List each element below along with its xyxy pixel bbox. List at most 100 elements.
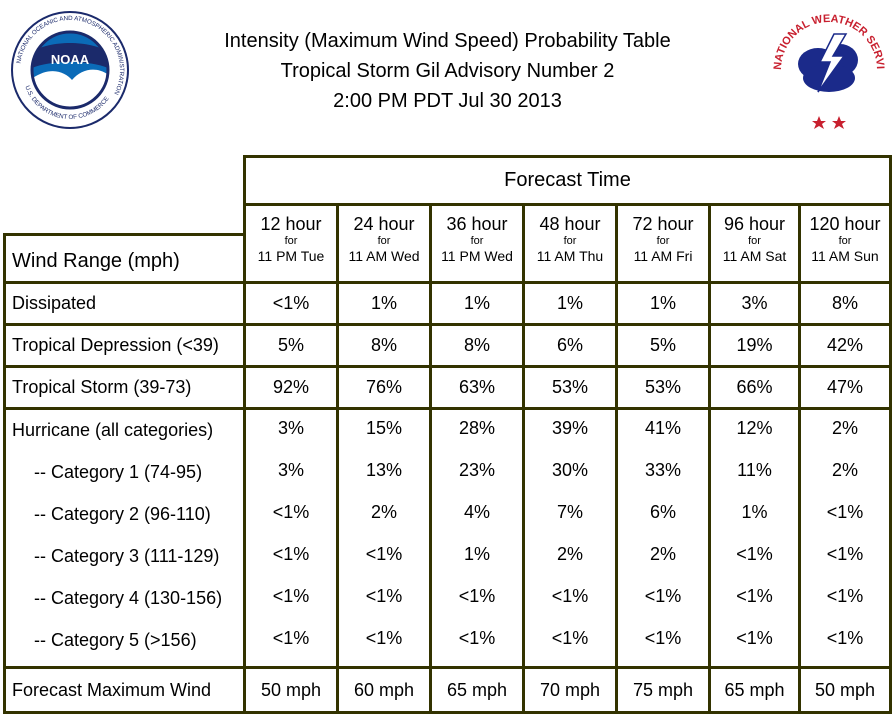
- cell-value: 8%: [463, 335, 490, 355]
- cell-value: 65 mph: [724, 679, 785, 700]
- table-cell: 8%: [798, 281, 892, 326]
- cell-value: 2%: [649, 544, 676, 564]
- row-label-text: Forecast Maximum Wind: [12, 679, 212, 700]
- column-hours: 24 hour: [353, 214, 415, 234]
- table-cell: 39% 30% 7% 2% <1% <1%: [522, 407, 618, 669]
- table-cell: 2% 2% <1% <1% <1% <1%: [798, 407, 892, 669]
- table-cell: 1%: [429, 281, 525, 326]
- column-when: 11 AM Sun: [811, 248, 879, 264]
- cell-value: 15%: [365, 418, 403, 438]
- column-hours: 96 hour: [723, 214, 786, 234]
- cell-value: <1%: [458, 628, 496, 648]
- cell-value: <1%: [551, 586, 589, 606]
- table-cell: 1%: [615, 281, 711, 326]
- table-cell: 3%: [708, 281, 801, 326]
- title-line: Intensity (Maximum Wind Speed) Probabili…: [224, 30, 671, 52]
- title-line: Tropical Storm Gil Advisory Number 2: [280, 60, 615, 82]
- cell-value: 60 mph: [353, 679, 415, 700]
- nws-logo: NATIONAL WEATHER SERVICE: [764, 0, 890, 132]
- cell-value: <1%: [365, 628, 403, 648]
- cell-value: <1%: [826, 544, 864, 564]
- cell-value: <1%: [365, 586, 403, 606]
- cell-value: 7%: [556, 502, 583, 522]
- row-label-text: -- Category 4 (130-156): [34, 588, 223, 608]
- column-when: 11 PM Wed: [441, 248, 513, 264]
- row-label-text: Tropical Storm (39-73): [12, 377, 192, 397]
- cell-value: 53%: [551, 377, 589, 397]
- cell-value: <1%: [272, 628, 310, 648]
- column-hours: 12 hour: [260, 214, 322, 234]
- column-header: 36 hour for 11 PM Wed: [429, 203, 525, 284]
- table-cell: 8%: [429, 323, 525, 368]
- cell-value: 3%: [741, 293, 768, 313]
- table-cell: 28% 23% 4% 1% <1% <1%: [429, 407, 525, 669]
- cell-value: 1%: [463, 293, 490, 313]
- row-label: Tropical Storm (39-73): [3, 365, 246, 410]
- wind-range-label: Wind Range (mph): [12, 250, 180, 272]
- wind-range-header: Wind Range (mph): [3, 233, 246, 284]
- cell-value: <1%: [826, 628, 864, 648]
- row-label-text: -- Category 5 (>156): [34, 630, 197, 650]
- column-hours: 36 hour: [446, 214, 508, 234]
- cell-value: 19%: [736, 335, 773, 355]
- table-title: Intensity (Maximum Wind Speed) Probabili…: [150, 26, 745, 116]
- table-cell: 60 mph: [336, 666, 432, 714]
- cell-value: 2%: [556, 544, 583, 564]
- cell-value: <1%: [644, 586, 682, 606]
- cell-value: 2%: [831, 460, 858, 480]
- star-icon: [812, 116, 826, 129]
- table-cell: 63%: [429, 365, 525, 410]
- cell-value: 8%: [370, 335, 397, 355]
- cell-value: 8%: [831, 293, 858, 313]
- cell-value: 3%: [277, 460, 304, 480]
- cell-value: <1%: [736, 586, 773, 606]
- table-cell: 75 mph: [615, 666, 711, 714]
- cell-value: 50 mph: [814, 679, 876, 700]
- cell-value: <1%: [458, 586, 496, 606]
- table-cell: 41% 33% 6% 2% <1% <1%: [615, 407, 711, 669]
- star-icon: [832, 116, 846, 129]
- table-cell: 47%: [798, 365, 892, 410]
- column-for: for: [284, 235, 298, 247]
- cell-value: 63%: [458, 377, 496, 397]
- cell-value: 41%: [644, 418, 682, 438]
- cell-value: 1%: [463, 544, 490, 564]
- cell-value: 5%: [649, 335, 676, 355]
- row-label-text: Hurricane (all categories): [12, 420, 214, 440]
- forecast-time-header: Forecast Time: [243, 155, 892, 206]
- column-for: for: [656, 235, 670, 247]
- cell-value: 33%: [644, 460, 682, 480]
- cell-value: 47%: [826, 377, 864, 397]
- table-cell: 1%: [522, 281, 618, 326]
- cell-value: 92%: [272, 377, 310, 397]
- cell-value: 12%: [736, 418, 773, 438]
- cell-value: <1%: [551, 628, 589, 648]
- column-for: for: [377, 235, 391, 247]
- table-cell: 15% 13% 2% <1% <1% <1%: [336, 407, 432, 669]
- cell-value: 1%: [370, 293, 397, 313]
- cell-value: 30%: [551, 460, 589, 480]
- table-cell: 53%: [522, 365, 618, 410]
- cell-value: <1%: [272, 544, 310, 564]
- column-header: 72 hour for 11 AM Fri: [615, 203, 711, 284]
- cell-value: <1%: [365, 544, 403, 564]
- column-header: 96 hour for 11 AM Sat: [708, 203, 801, 284]
- table-cell: 5%: [243, 323, 339, 368]
- table-cell: 76%: [336, 365, 432, 410]
- cell-value: 39%: [551, 418, 589, 438]
- cell-value: <1%: [272, 293, 310, 313]
- table-cell: 12% 11% 1% <1% <1% <1%: [708, 407, 801, 669]
- column-hours: 48 hour: [539, 214, 601, 234]
- cell-value: 53%: [644, 377, 682, 397]
- column-header: 48 hour for 11 AM Thu: [522, 203, 618, 284]
- table-cell: 50 mph: [243, 666, 339, 714]
- noaa-logo: NATIONAL OCEANIC AND ATMOSPHERIC ADMINIS…: [10, 10, 130, 130]
- cell-value: 2%: [370, 502, 397, 522]
- row-label-text: Tropical Depression (<39): [12, 335, 219, 355]
- table-cell: 65 mph: [429, 666, 525, 714]
- cell-value: 1%: [556, 293, 583, 313]
- row-label-text: -- Category 2 (96-110): [34, 504, 211, 524]
- table-cell: 8%: [336, 323, 432, 368]
- hurricane-label-block: Hurricane (all categories) -- Category 1…: [3, 407, 246, 669]
- table-cell: 65 mph: [708, 666, 801, 714]
